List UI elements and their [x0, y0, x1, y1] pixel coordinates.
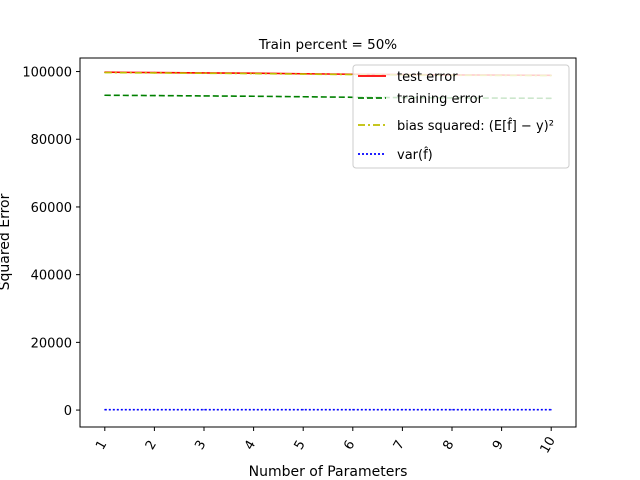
data-point: [252, 95, 255, 98]
data-point: [302, 408, 305, 411]
x-tick-label: 5: [292, 438, 309, 453]
x-axis-label: Number of Parameters: [249, 464, 408, 480]
x-tick-label: 6: [341, 438, 358, 453]
x-tick-label: 3: [192, 438, 209, 453]
x-tick-label: 1: [93, 438, 110, 453]
x-tick-label: 9: [490, 438, 507, 453]
series-4: [104, 408, 552, 411]
data-point: [153, 94, 156, 97]
y-axis-label: Squared Error: [0, 193, 13, 290]
data-point: [203, 95, 205, 97]
data-point: [203, 408, 205, 411]
data-point: [104, 408, 106, 411]
legend-box: [352, 64, 570, 169]
data-point: [153, 72, 156, 74]
y-tick-label: 0: [64, 404, 72, 419]
y-tick-label: 20000: [31, 336, 72, 351]
legend-label: bias squared: (E[f̂] − y)²: [397, 119, 554, 134]
plot-frame: [79, 57, 577, 428]
legend-label: test error: [397, 70, 458, 85]
legend-label: var(f̂): [397, 148, 433, 163]
y-tick-label: 100000: [22, 66, 72, 81]
x-tick-label: 7: [391, 438, 408, 453]
y-tick-label: 60000: [31, 201, 72, 216]
data-point: [104, 71, 106, 74]
legend: test error training error bias squared: (E…: [352, 64, 570, 169]
data-point: [500, 408, 503, 411]
data-point: [252, 408, 255, 411]
data-point: [104, 94, 106, 97]
x-tick-label: 8: [440, 438, 457, 453]
legend-label: training error: [397, 92, 484, 107]
data-point: [302, 73, 305, 75]
data-point: [153, 408, 156, 411]
x-tick-label: 10: [538, 434, 559, 456]
x-tick-label: 2: [143, 438, 160, 453]
data-point: [401, 408, 404, 411]
data-point: [451, 408, 453, 411]
chart-title: Train percent = 50%: [258, 37, 397, 53]
x-tick-label: 4: [242, 438, 259, 453]
y-tick-label: 40000: [31, 269, 72, 284]
data-point: [550, 408, 552, 411]
data-point: [352, 408, 354, 411]
y-tick-label: 80000: [31, 133, 72, 148]
data-point: [203, 72, 205, 75]
data-point: [302, 95, 305, 98]
data-point: [252, 72, 255, 75]
